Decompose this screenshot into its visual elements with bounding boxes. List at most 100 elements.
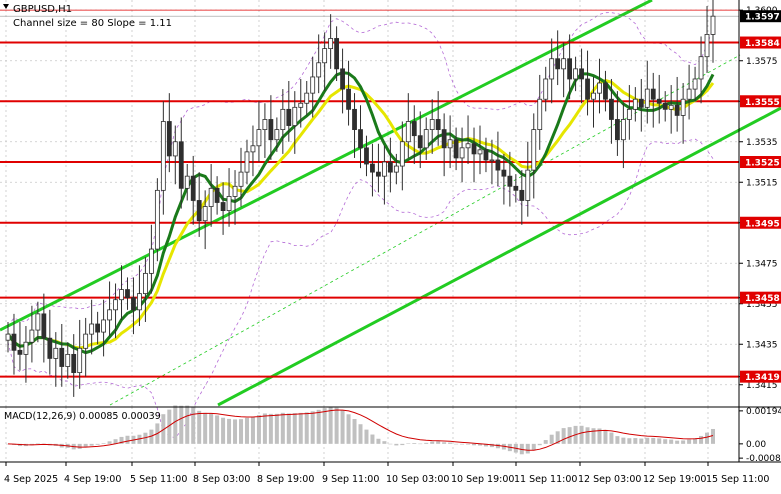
candle-body-up	[692, 78, 698, 90]
candle	[656, 74, 662, 124]
time-label: 11 Sep 11:00	[514, 474, 577, 485]
candle-body-up	[274, 129, 280, 141]
candle-body-up	[232, 185, 238, 197]
candle	[591, 76, 596, 128]
current-price-tag	[740, 10, 781, 23]
candle	[603, 70, 608, 112]
candle	[710, 0, 716, 63]
dropdown-arrow-icon[interactable]	[3, 4, 9, 9]
candle-body-up	[549, 58, 555, 80]
candle-body-up	[113, 299, 118, 311]
macd-bar	[454, 443, 459, 445]
macd-bar	[340, 410, 345, 444]
macd-bar	[256, 415, 261, 444]
candle	[579, 48, 584, 104]
time-label: 9 Sep 11:00	[322, 474, 379, 485]
candle-body-down	[220, 202, 226, 211]
candle-body-up	[561, 58, 567, 70]
candle	[411, 105, 417, 165]
candle	[387, 137, 393, 193]
price-label: 1.3455	[746, 300, 778, 310]
candle	[483, 137, 489, 173]
time-label: 12 Sep 03:00	[578, 474, 641, 485]
time-label: 10 Sep 03:00	[386, 474, 449, 485]
macd-bar	[143, 432, 148, 444]
candle	[286, 81, 292, 142]
candle-body-down	[178, 141, 184, 189]
level-label-bg	[740, 216, 781, 229]
candle-body-up	[154, 189, 160, 250]
candle	[393, 153, 399, 185]
macd-bar	[561, 428, 566, 444]
macd-bar	[472, 443, 477, 446]
macd-bar	[591, 428, 596, 444]
candle-body-up	[322, 48, 328, 64]
macd-label: MACD(12,26,9) 0.00085 0.00039	[4, 411, 161, 422]
candle	[477, 125, 483, 175]
macd-bar	[531, 443, 536, 451]
candle-body-up	[77, 347, 83, 373]
candle	[358, 105, 363, 169]
macd-bar	[424, 442, 429, 444]
macd-tick-label: 0.00	[746, 440, 766, 450]
candle	[190, 155, 196, 225]
macd-bar	[280, 412, 285, 444]
level-label-bg	[740, 36, 781, 49]
candle	[143, 257, 148, 322]
candle-body-up	[381, 161, 387, 177]
candle-body-down	[501, 169, 507, 177]
candle	[650, 72, 656, 128]
candle-body-down	[650, 88, 656, 100]
macd-bar	[489, 443, 494, 448]
macd-bar	[83, 443, 88, 448]
macd-bar	[35, 443, 40, 445]
candle	[29, 305, 35, 363]
macd-bar	[412, 443, 417, 444]
candle	[441, 113, 447, 177]
candle	[256, 101, 262, 162]
candle-body-down	[519, 189, 525, 201]
symbol-title: GBPUSD,H1	[13, 4, 72, 15]
candle-body-down	[656, 98, 662, 104]
macd-bar	[615, 436, 620, 444]
candle	[692, 66, 698, 102]
candle-body-up	[89, 323, 95, 335]
candle	[172, 125, 178, 185]
candle	[77, 319, 83, 389]
macd-signal-line	[7, 409, 714, 451]
candle	[184, 164, 190, 201]
candle	[154, 178, 160, 262]
price-label: 1.3515	[746, 178, 778, 188]
macd-bar	[179, 405, 184, 444]
macd-bar	[603, 429, 608, 444]
candle	[131, 277, 136, 335]
macd-bar	[663, 439, 668, 444]
macd-bar	[107, 441, 112, 444]
candle-body-down	[59, 347, 65, 367]
macd-bar	[173, 405, 178, 444]
macd-bar	[418, 443, 423, 445]
candle-body-up	[143, 272, 148, 295]
candle	[334, 26, 340, 81]
macd-bar	[262, 413, 267, 444]
candle-body-down	[513, 185, 519, 191]
candle	[495, 131, 501, 187]
macd-bar	[400, 443, 405, 446]
candle	[376, 143, 381, 193]
macd-bar	[466, 443, 471, 445]
candle-body-down	[364, 147, 369, 165]
candle	[471, 127, 477, 183]
candle	[364, 135, 369, 177]
candle	[680, 83, 686, 144]
candle	[226, 168, 232, 227]
macd-bar	[633, 438, 638, 444]
candle	[113, 283, 118, 339]
candle-body-down	[196, 200, 202, 222]
macd-bar	[543, 440, 548, 444]
candle-body-down	[579, 68, 584, 80]
channel-info: Channel size = 80 Slope = 1.11	[13, 18, 172, 29]
candle	[543, 66, 549, 112]
macd-bar	[185, 405, 190, 444]
